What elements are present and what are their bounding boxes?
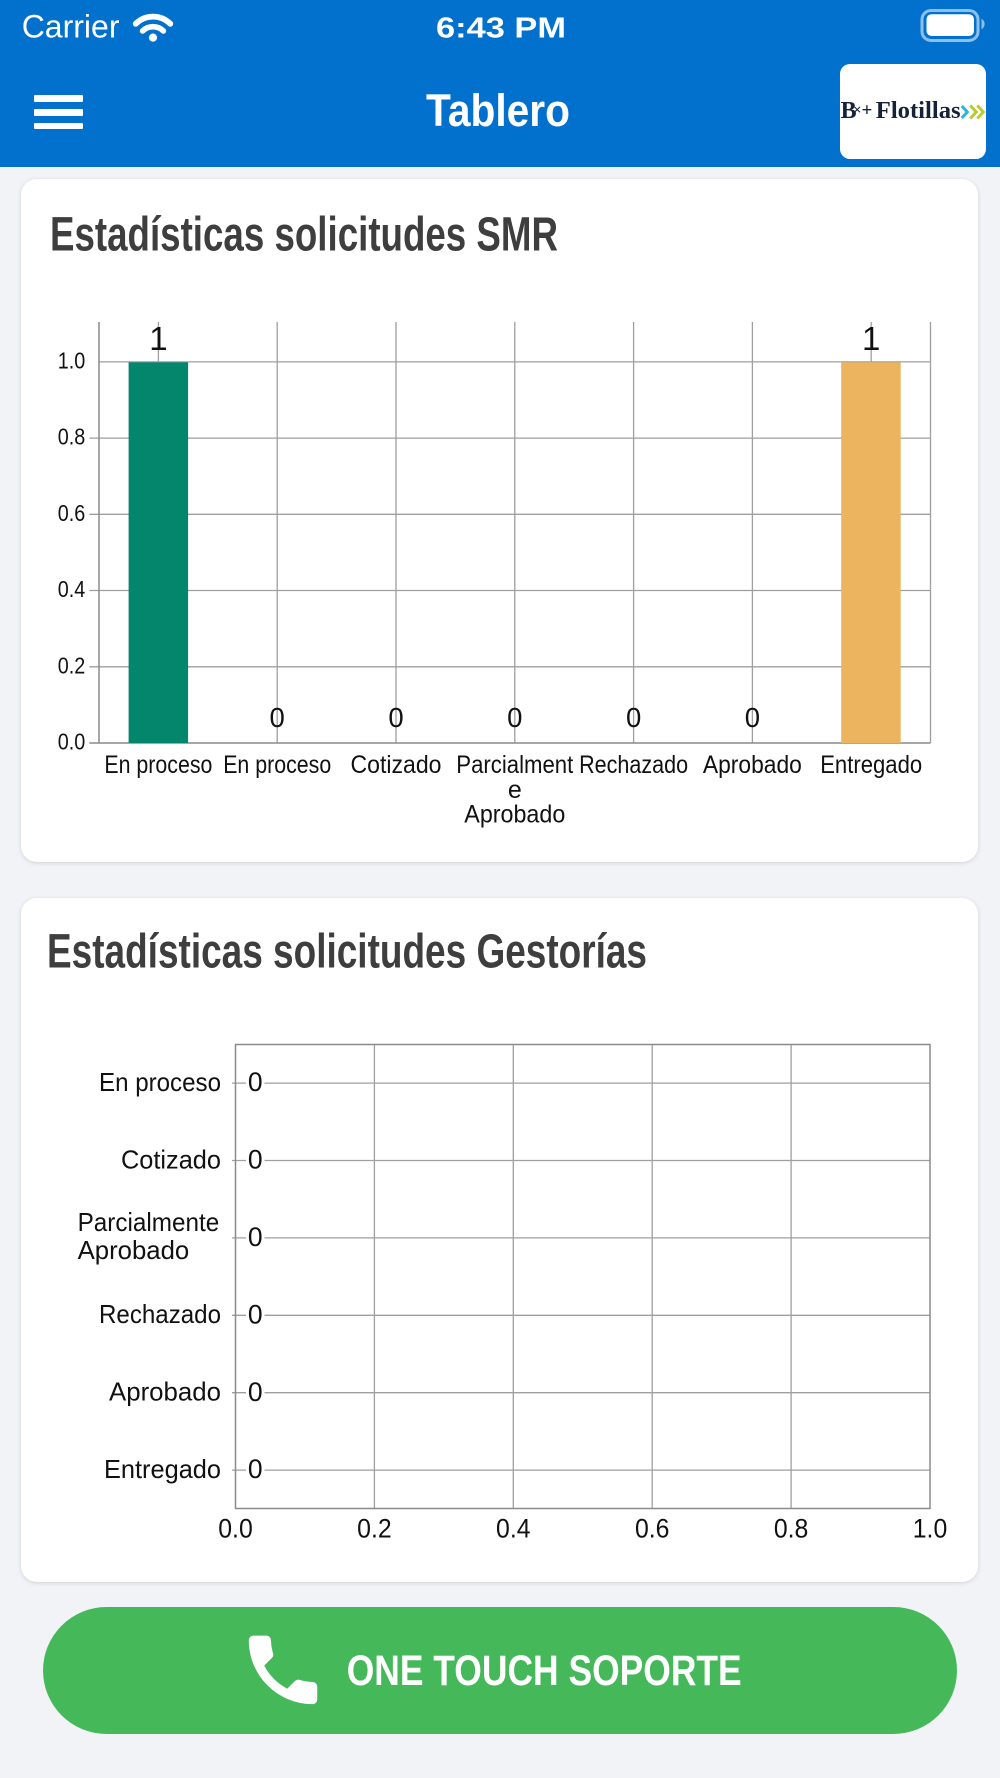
svg-text:0.4: 0.4 (496, 1514, 531, 1544)
svg-text:ONE TOUCH SOPORTE: ONE TOUCH SOPORTE (347, 1648, 742, 1695)
svg-text:Entregado: Entregado (820, 751, 922, 779)
svg-text:1.0: 1.0 (58, 348, 86, 374)
svg-text:Estadísticas solicitudes Gesto: Estadísticas solicitudes Gestorías (47, 926, 647, 979)
svg-text:e: e (508, 776, 522, 804)
svg-text:Rechazado: Rechazado (99, 1299, 221, 1329)
svg-text:Flotillas: Flotillas (876, 98, 961, 124)
svg-text:0: 0 (388, 702, 403, 733)
svg-text:0: 0 (745, 702, 760, 733)
svg-text:6:43 PM: 6:43 PM (436, 12, 566, 44)
svg-text:Entregado: Entregado (104, 1454, 221, 1484)
svg-text:Rechazado: Rechazado (579, 751, 688, 779)
svg-text:Parcialment: Parcialment (456, 751, 573, 779)
svg-text:0.8: 0.8 (774, 1514, 809, 1544)
svg-text:×: × (853, 103, 862, 119)
svg-text:0.2: 0.2 (58, 652, 86, 678)
svg-text:0.6: 0.6 (635, 1514, 670, 1544)
svg-text:0.0: 0.0 (58, 729, 86, 755)
svg-text:0.6: 0.6 (58, 500, 86, 526)
svg-text:Estadísticas solicitudes SMR: Estadísticas solicitudes SMR (50, 208, 558, 261)
svg-text:Aprobado: Aprobado (464, 801, 565, 829)
svg-text:0: 0 (248, 1377, 263, 1407)
svg-text:Tablero: Tablero (426, 85, 570, 136)
svg-text:0: 0 (248, 1145, 263, 1175)
svg-text:En proceso: En proceso (223, 751, 331, 779)
svg-text:Parcialmente: Parcialmente (78, 1207, 220, 1237)
svg-text:0: 0 (507, 702, 522, 733)
svg-text:1: 1 (862, 320, 880, 357)
svg-text:0.8: 0.8 (58, 424, 86, 450)
svg-text:0.4: 0.4 (58, 576, 86, 602)
svg-text:1.0: 1.0 (913, 1514, 948, 1544)
svg-text:En proceso: En proceso (99, 1067, 221, 1097)
svg-text:Aprobado: Aprobado (703, 751, 802, 779)
svg-text:Aprobado: Aprobado (109, 1377, 221, 1407)
svg-text:0: 0 (626, 702, 641, 733)
svg-text:0: 0 (248, 1299, 263, 1329)
svg-text:0: 0 (270, 702, 285, 733)
svg-text:Cotizado: Cotizado (121, 1144, 221, 1174)
svg-text:B: B (841, 98, 857, 124)
svg-text:Aprobado: Aprobado (78, 1235, 190, 1265)
svg-text:1: 1 (149, 320, 167, 357)
svg-text:0: 0 (248, 1454, 263, 1484)
svg-text:En proceso: En proceso (104, 751, 212, 779)
svg-text:0.0: 0.0 (218, 1514, 253, 1544)
svg-text:Carrier: Carrier (22, 8, 120, 44)
svg-text:Cotizado: Cotizado (351, 751, 442, 779)
svg-text:+: + (862, 100, 873, 121)
svg-text:0: 0 (248, 1222, 263, 1252)
svg-text:0: 0 (248, 1067, 263, 1097)
svg-text:0.2: 0.2 (357, 1514, 392, 1544)
